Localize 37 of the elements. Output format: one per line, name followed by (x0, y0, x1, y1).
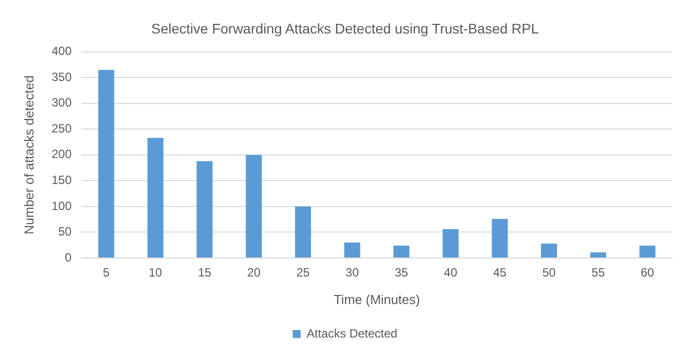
bar (295, 206, 312, 258)
y-tick-label: 100 (52, 198, 72, 213)
bar (98, 70, 114, 258)
x-tick-label: 5 (102, 266, 110, 280)
bar (246, 154, 262, 258)
x-tick-label: 45 (493, 266, 507, 280)
bar (590, 252, 606, 258)
bar (196, 161, 213, 258)
x-tick-label: 35 (394, 266, 408, 280)
bar (344, 242, 360, 258)
y-tick-label: 150 (52, 172, 72, 187)
x-tick-label: 30 (346, 266, 360, 280)
x-tick-label: 25 (296, 266, 310, 280)
x-tick-label: 55 (592, 266, 606, 280)
chart-title: Selective Forwarding Attacks Detected using Trust-Based RPL (151, 20, 539, 36)
bar (393, 246, 410, 258)
bar (442, 229, 459, 258)
x-tick-label: 20 (247, 266, 261, 280)
x-tick-label: 10 (148, 266, 162, 280)
bar (541, 244, 557, 258)
y-tick-label: 350 (52, 70, 72, 84)
y-tick-label: 250 (52, 121, 72, 136)
bar (492, 218, 508, 258)
x-tick-label: 60 (640, 266, 654, 280)
y-tick-label: 0 (64, 250, 72, 264)
y-tick-label: 50 (58, 224, 72, 239)
bar (639, 246, 656, 258)
bar (147, 138, 164, 258)
x-axis-title: Time (Minutes) (334, 292, 420, 307)
y-tick-label: 300 (52, 96, 72, 110)
y-axis-title: Number of attacks detected (21, 75, 36, 234)
y-tick-label: 400 (52, 44, 72, 58)
x-tick-label: 15 (198, 266, 212, 280)
x-tick-label: 50 (542, 266, 556, 280)
y-tick-label: 200 (52, 147, 72, 162)
legend-label: Attacks Detected (306, 326, 398, 340)
x-tick-label: 40 (444, 266, 458, 280)
